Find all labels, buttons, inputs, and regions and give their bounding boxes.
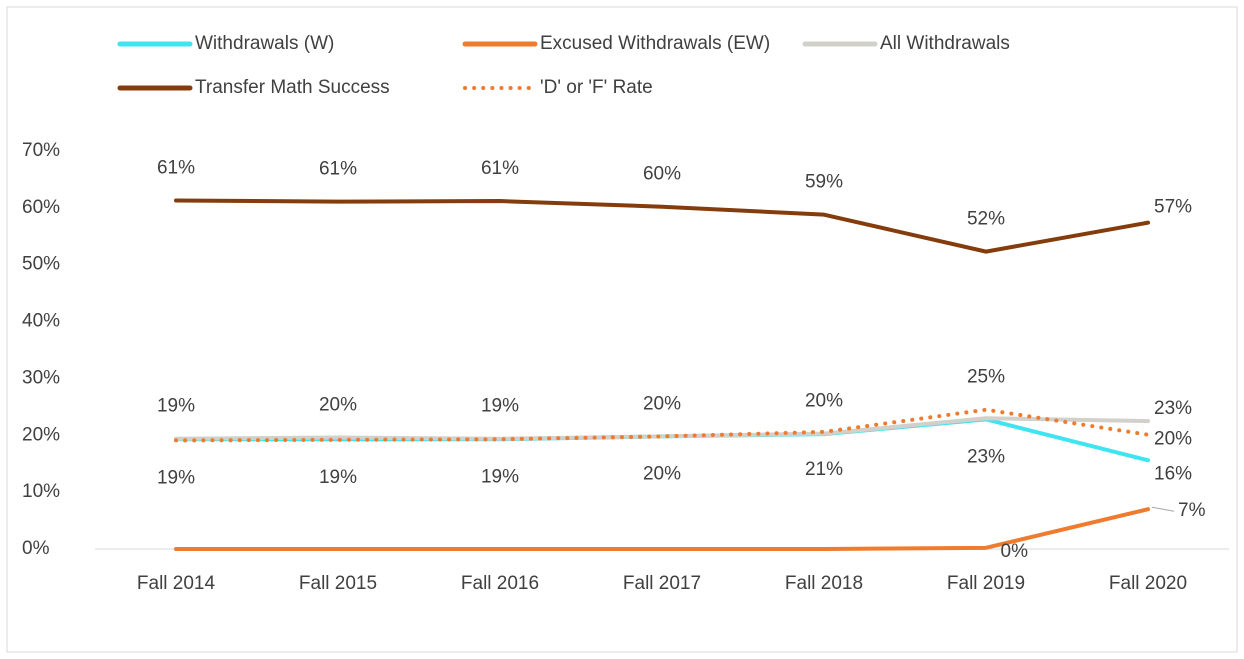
data-label: 19% — [481, 396, 519, 417]
data-label: 61% — [157, 157, 195, 178]
data-label: 23% — [1154, 398, 1192, 419]
data-label: 16% — [1154, 463, 1192, 484]
x-tick-label: Fall 2019 — [947, 573, 1025, 594]
y-tick-label: 50% — [22, 254, 60, 275]
data-label: 60% — [643, 164, 681, 185]
data-label: 20% — [643, 393, 681, 414]
data-label: 20% — [319, 395, 357, 416]
data-label: 20% — [805, 391, 843, 412]
x-tick-label: Fall 2017 — [623, 573, 701, 594]
data-label: 19% — [481, 466, 519, 487]
y-tick-label: 20% — [22, 424, 60, 445]
x-tick-label: Fall 2015 — [299, 573, 377, 594]
data-label: 52% — [967, 209, 1005, 230]
y-tick-label: 0% — [22, 538, 50, 559]
data-label: 19% — [157, 396, 195, 417]
legend-label: All Withdrawals — [880, 33, 1010, 54]
data-label: 0% — [1001, 541, 1029, 562]
data-label: 7% — [1178, 500, 1206, 521]
x-tick-label: Fall 2014 — [137, 573, 216, 594]
y-tick-label: 40% — [22, 311, 60, 332]
data-label: 59% — [805, 172, 843, 193]
data-label: 19% — [319, 467, 357, 488]
x-tick-label: Fall 2018 — [785, 573, 863, 594]
legend-label: Excused Withdrawals (EW) — [540, 33, 770, 54]
series-line — [174, 407, 1150, 443]
legend-label: Withdrawals (W) — [195, 33, 334, 54]
chart-border — [6, 6, 1238, 653]
series-line — [174, 198, 1150, 254]
leader-line — [1151, 506, 1175, 512]
y-tick-label: 30% — [22, 367, 60, 388]
x-tick-label: Fall 2020 — [1109, 573, 1187, 594]
y-tick-label: 70% — [22, 140, 60, 161]
legend-label: Transfer Math Success — [195, 77, 390, 98]
data-label: 61% — [319, 159, 357, 180]
series-line — [174, 507, 1150, 551]
data-label: 20% — [643, 463, 681, 484]
x-tick-label: Fall 2016 — [461, 573, 539, 594]
data-label: 57% — [1154, 197, 1192, 218]
series-line — [174, 416, 1150, 441]
y-tick-label: 10% — [22, 481, 60, 502]
data-label: 20% — [1154, 429, 1192, 450]
data-label: 21% — [805, 459, 843, 480]
legend-label: 'D' or 'F' Rate — [540, 77, 653, 98]
data-label: 19% — [157, 467, 195, 488]
data-label: 23% — [967, 446, 1005, 467]
data-label: 61% — [481, 158, 519, 179]
data-label: 25% — [967, 367, 1005, 388]
y-tick-label: 60% — [22, 197, 60, 218]
